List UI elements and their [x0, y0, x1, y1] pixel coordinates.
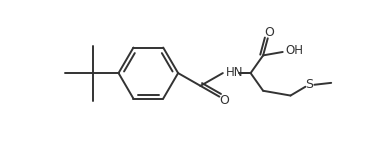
- Text: HN: HN: [226, 66, 243, 79]
- Text: O: O: [264, 26, 274, 39]
- Text: OH: OH: [286, 44, 304, 58]
- Text: O: O: [219, 94, 229, 107]
- Text: S: S: [305, 78, 313, 91]
